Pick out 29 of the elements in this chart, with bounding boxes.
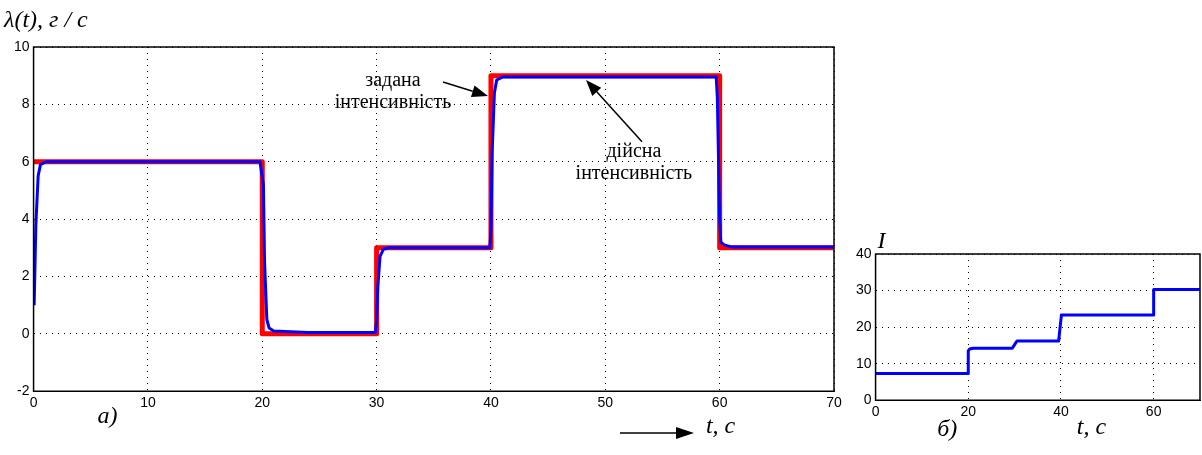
y-tick-label: 6 xyxy=(21,152,30,169)
x-axis-title: t, с xyxy=(705,412,736,439)
y-tick-label: 2 xyxy=(21,267,30,284)
x-tick-label: 30 xyxy=(368,394,385,411)
x-tick-label: 20 xyxy=(960,403,977,420)
y-tick-label: 20 xyxy=(855,317,872,334)
y-tick-label: 4 xyxy=(21,209,30,226)
y-tick-label: 8 xyxy=(21,95,30,112)
x-axis-title: t, с xyxy=(1076,413,1107,440)
x-tick-label: 60 xyxy=(1145,403,1162,420)
x-tick-label: 40 xyxy=(483,394,499,411)
y-tick-label: 30 xyxy=(855,281,872,298)
text: б) xyxy=(937,415,958,442)
y-axis-title: λ(t), г / с xyxy=(3,6,89,32)
y-tick-label: 40 xyxy=(855,244,872,261)
x-tick-label: 50 xyxy=(597,394,614,411)
x-tick-label: 60 xyxy=(711,394,728,411)
y-tick-label: 0 xyxy=(21,324,30,341)
annotation: дійсна інтенсивність xyxy=(575,139,693,184)
y-axis-title: I xyxy=(876,227,887,253)
annotation: задана інтенсивність xyxy=(334,67,452,112)
x-tick-label: 20 xyxy=(254,394,271,411)
x-tick-label: 70 xyxy=(826,394,842,411)
x-tick-label: 40 xyxy=(1053,403,1069,420)
y-tick-label: 10 xyxy=(13,37,30,54)
x-tick-label: 10 xyxy=(140,394,156,411)
y-tick-label: 10 xyxy=(855,354,872,371)
y-tick-label: -2 xyxy=(17,382,30,399)
text: а) xyxy=(97,402,118,429)
